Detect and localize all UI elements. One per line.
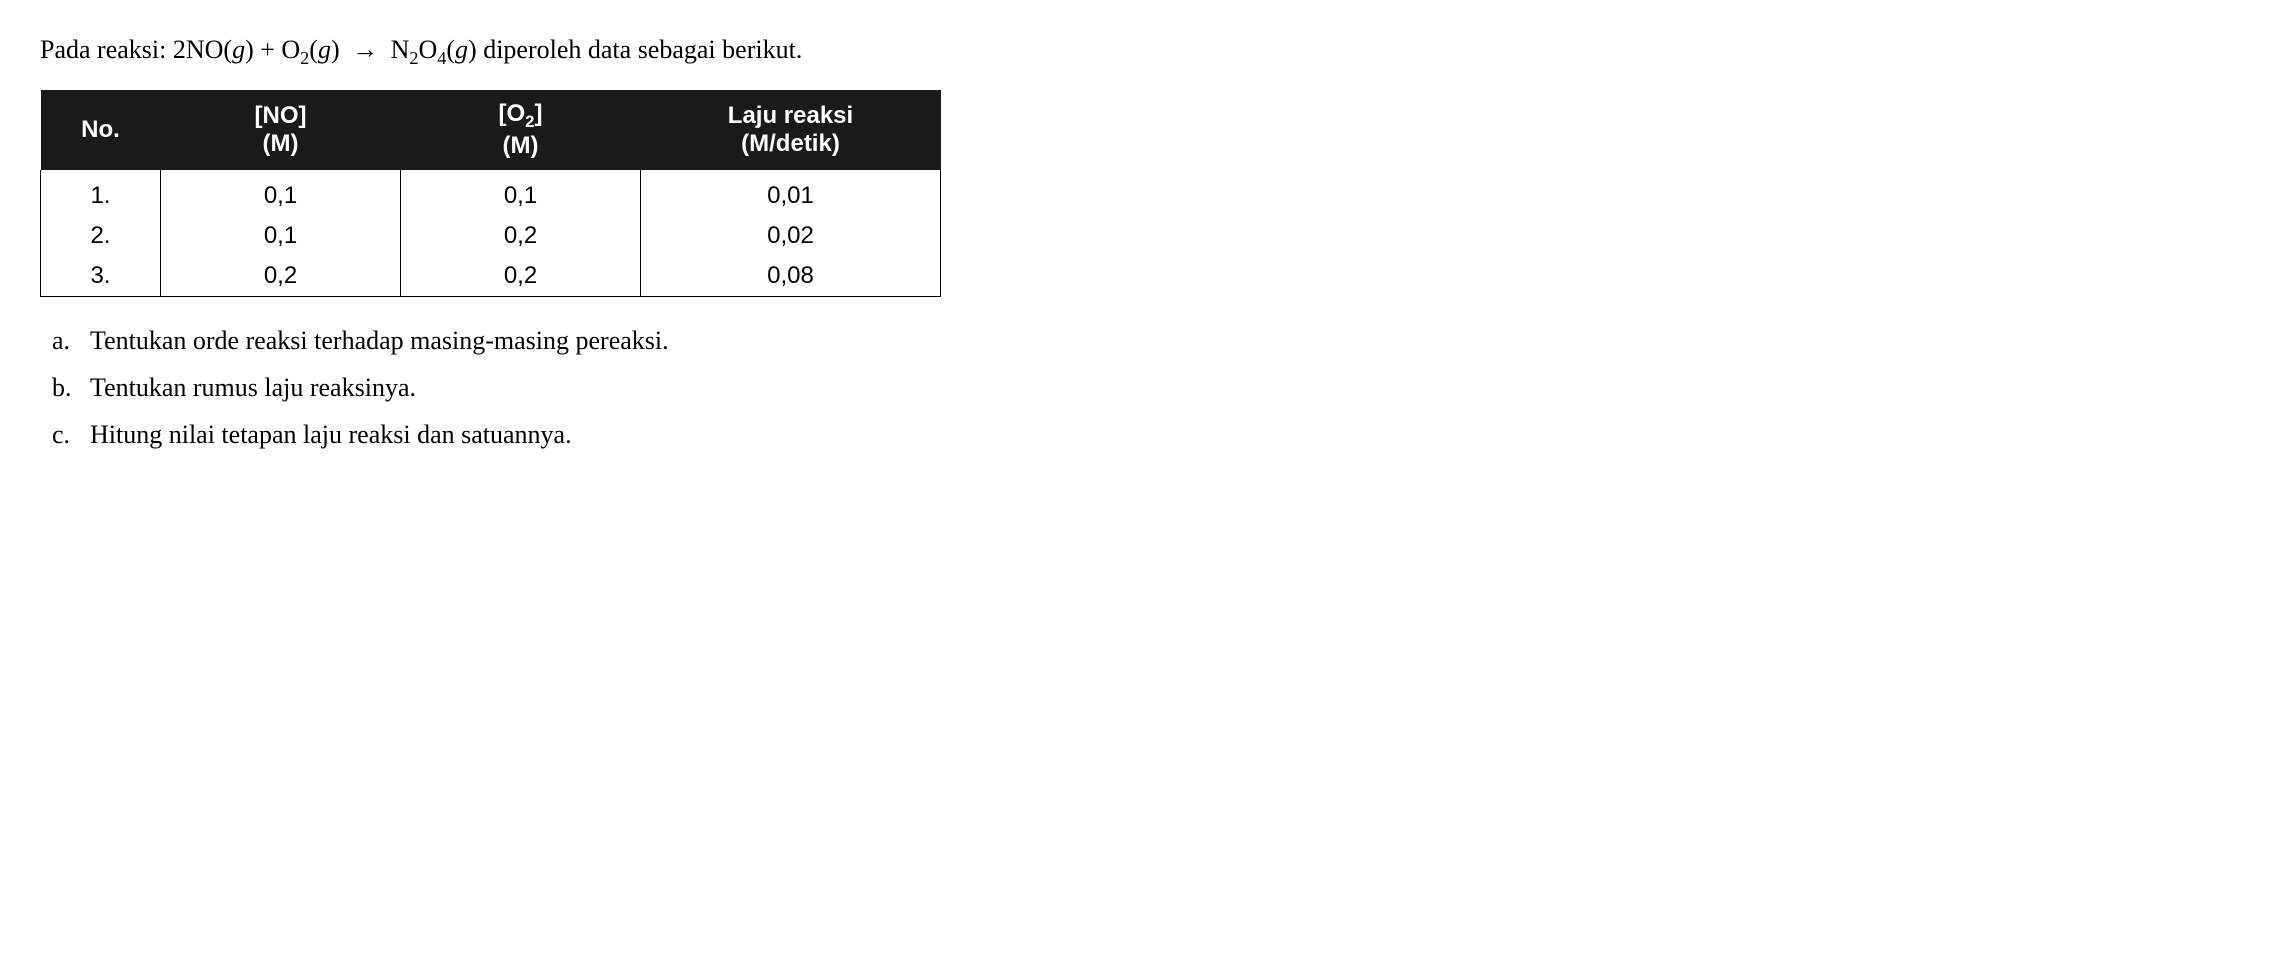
table-row: 1. 0,1 0,1 0,01	[41, 170, 941, 216]
question-text: Hitung nilai tetapan laju reaksi dan sat…	[90, 415, 2233, 454]
header-no: No.	[41, 90, 161, 170]
equation: 2NO(g) + O2(g) → N2O4(g)	[173, 35, 483, 64]
question-item: a. Tentukan orde reaksi terhadap masing-…	[40, 321, 2233, 360]
table-header-row: No. [NO] (M) [O2] (M) Laju reaksi (M/det…	[41, 90, 941, 170]
question-text: Tentukan rumus laju reaksinya.	[90, 368, 2233, 407]
data-table: No. [NO] (M) [O2] (M) Laju reaksi (M/det…	[40, 90, 941, 297]
question-item: c. Hitung nilai tetapan laju reaksi dan …	[40, 415, 2233, 454]
question-text: Tentukan orde reaksi terhadap masing-mas…	[90, 321, 2233, 360]
cell-value: 0,01	[641, 170, 941, 216]
table-row: 3. 0,2 0,2 0,08	[41, 256, 941, 297]
cell-value: 0,1	[161, 170, 401, 216]
questions-list: a. Tentukan orde reaksi terhadap masing-…	[40, 321, 2233, 454]
cell-value: 0,2	[401, 216, 641, 256]
question-label: b.	[40, 368, 90, 407]
question-label: a.	[40, 321, 90, 360]
intro-paragraph: Pada reaksi: 2NO(g) + O2(g) → N2O4(g) di…	[40, 30, 2233, 72]
header-no-conc: [NO] (M)	[161, 90, 401, 170]
cell-value: 0,08	[641, 256, 941, 297]
intro-suffix: diperoleh data sebagai berikut.	[483, 35, 802, 64]
header-o2-conc: [O2] (M)	[401, 90, 641, 170]
header-rate: Laju reaksi (M/detik)	[641, 90, 941, 170]
cell-value: 0,02	[641, 216, 941, 256]
cell-no: 2.	[41, 216, 161, 256]
cell-value: 0,2	[161, 256, 401, 297]
cell-value: 0,2	[401, 256, 641, 297]
cell-no: 3.	[41, 256, 161, 297]
table-row: 2. 0,1 0,2 0,02	[41, 216, 941, 256]
cell-value: 0,1	[161, 216, 401, 256]
cell-no: 1.	[41, 170, 161, 216]
question-item: b. Tentukan rumus laju reaksinya.	[40, 368, 2233, 407]
question-label: c.	[40, 415, 90, 454]
cell-value: 0,1	[401, 170, 641, 216]
arrow-icon: →	[352, 30, 378, 69]
intro-prefix: Pada reaksi:	[40, 35, 173, 64]
